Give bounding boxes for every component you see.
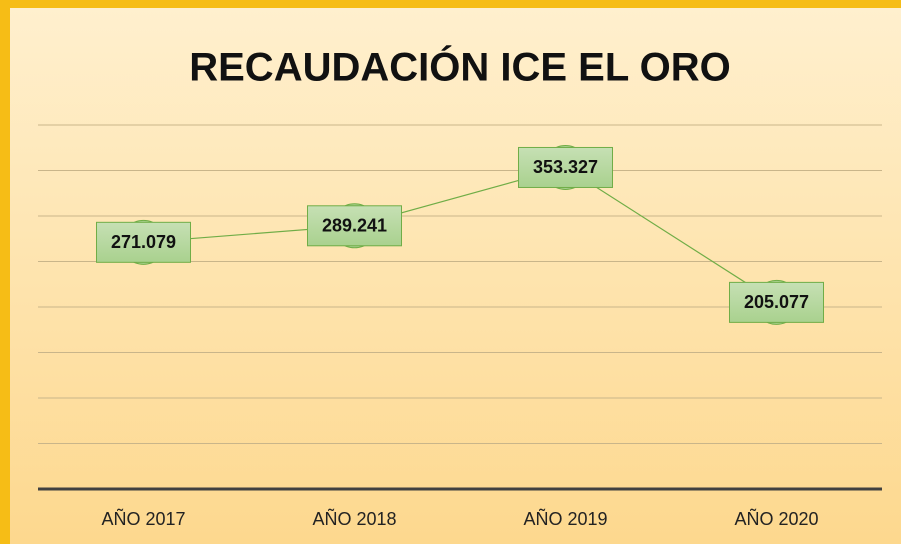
series-line [143, 166, 777, 303]
x-tick-label: AÑO 2017 [101, 508, 185, 529]
data-label: 289.241 [322, 216, 387, 236]
data-label: 271.079 [111, 232, 176, 252]
border-left [0, 0, 10, 544]
data-label-box [729, 281, 824, 323]
data-label: 353.327 [533, 157, 598, 177]
data-label: 205.077 [744, 292, 809, 312]
data-label-box [518, 146, 613, 188]
data-label-box [307, 205, 402, 247]
x-tick-label: AÑO 2018 [312, 508, 396, 529]
data-label-box [96, 221, 191, 263]
border-top [0, 0, 901, 8]
chart-title: RECAUDACIÓN ICE EL ORO [189, 44, 731, 90]
x-tick-label: AÑO 2019 [523, 508, 607, 529]
x-tick-label: AÑO 2020 [734, 508, 818, 529]
